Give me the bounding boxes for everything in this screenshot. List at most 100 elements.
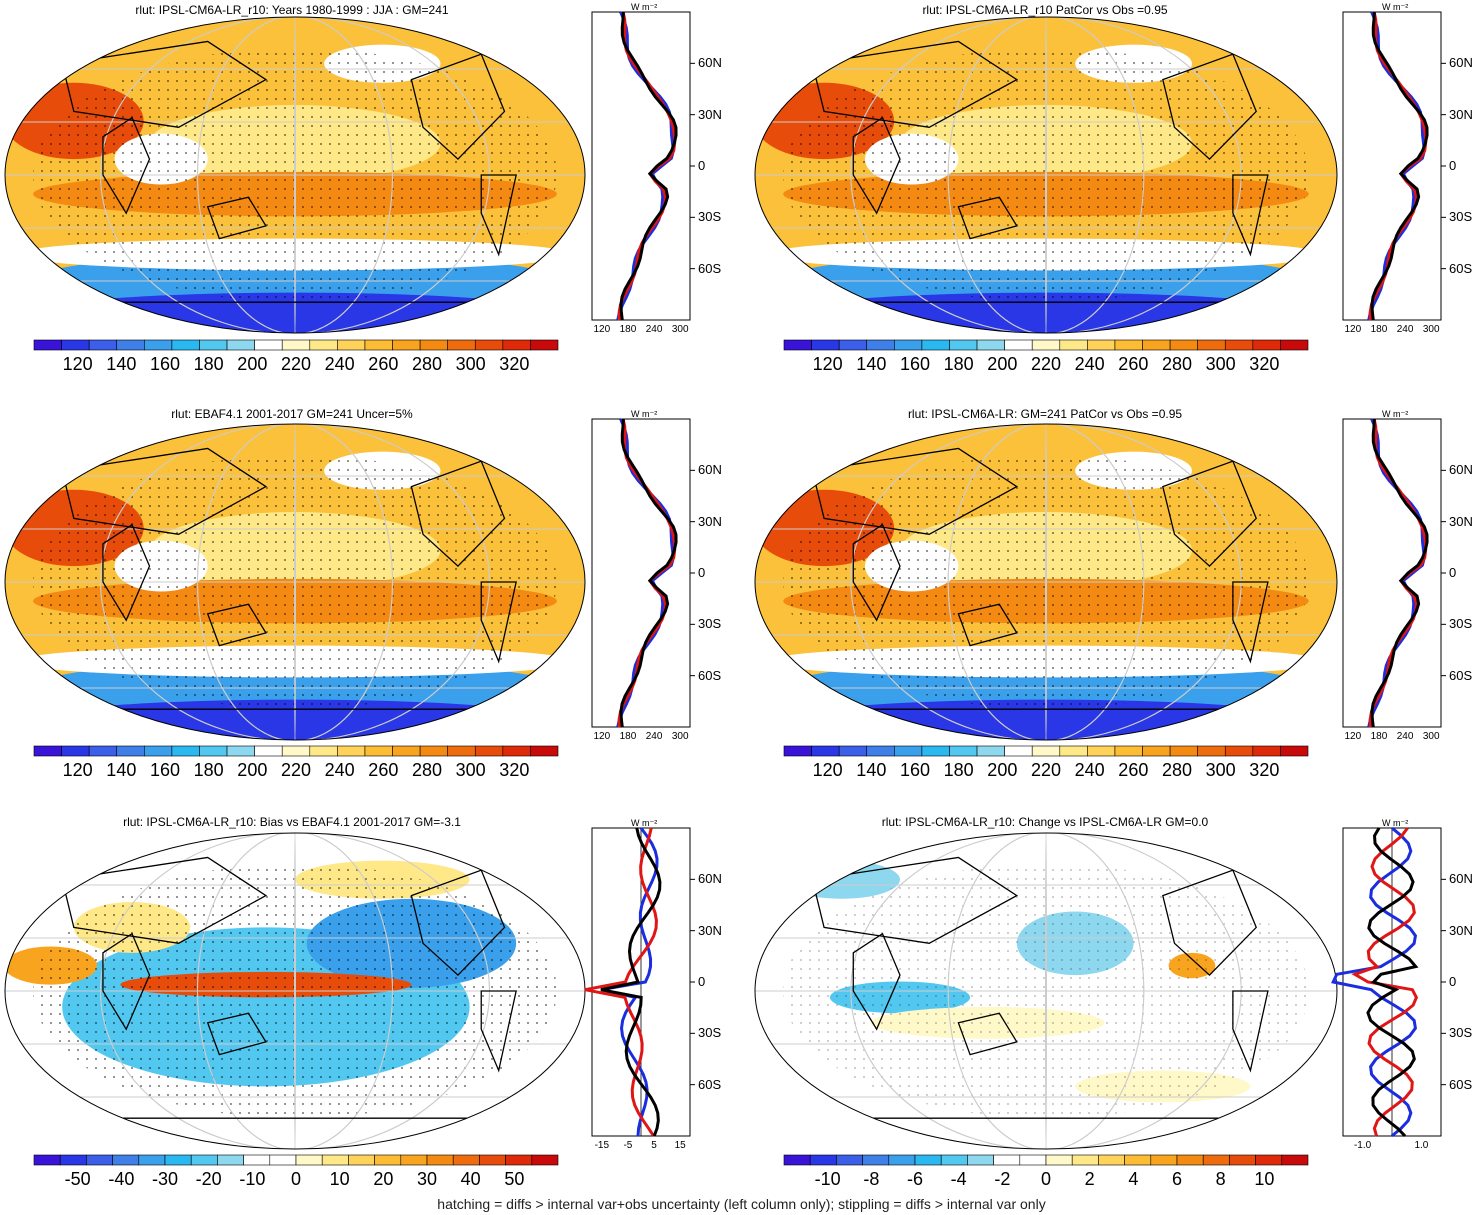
- colorbar-label: 280: [411, 760, 443, 780]
- latitude-label: 30N: [1449, 513, 1473, 529]
- colorbar-swatch: [838, 745, 868, 757]
- colorbar-label: 0: [1040, 1169, 1052, 1189]
- colorbar-swatch: [888, 1154, 916, 1166]
- colorbar-swatch: [1224, 339, 1254, 351]
- colorbar-label: 8: [1215, 1169, 1226, 1189]
- colorbar-swatch: [321, 1154, 349, 1166]
- colorbar-label: 120: [812, 354, 843, 374]
- zonal-profile: [1342, 11, 1446, 321]
- colorbar-swatch: [88, 339, 118, 351]
- profile-tick-label: 15: [674, 1140, 686, 1151]
- profile-unit: W m⁻²: [1382, 2, 1409, 12]
- colorbar-swatch: [949, 745, 978, 757]
- coastline: [480, 990, 517, 1073]
- colorbar-swatch: [976, 745, 1005, 757]
- colorbar-label: 260: [368, 760, 399, 780]
- colorbar-swatch: [811, 339, 840, 351]
- profile-line: [616, 11, 675, 321]
- world-map: [754, 832, 1338, 1150]
- colorbar-label: 300: [1205, 354, 1236, 374]
- colorbar: [33, 339, 559, 351]
- colorbar-label: 40: [460, 1169, 481, 1189]
- colorbar-swatch: [112, 1154, 140, 1166]
- colorbar-label: 160: [149, 760, 181, 780]
- colorbar-swatch: [295, 1154, 323, 1166]
- colorbar-swatch: [419, 339, 448, 351]
- panel-title: rlut: IPSL-CM6A-LR_r10: Change vs IPSL-C…: [881, 815, 1209, 829]
- colorbar-swatch: [116, 339, 145, 351]
- colorbar-swatch: [1255, 1154, 1283, 1166]
- colorbar-swatch: [61, 339, 90, 351]
- colorbar-label: 6: [1171, 1169, 1183, 1189]
- colorbar-label: 120: [812, 760, 843, 780]
- colorbar-swatch: [33, 1154, 61, 1166]
- colorbar-swatch: [447, 745, 476, 757]
- colorbar-label: 200: [237, 354, 268, 374]
- latitude-label: 60S: [1449, 667, 1473, 683]
- colorbar-swatch: [502, 745, 531, 757]
- colorbar-label: -10: [814, 1169, 841, 1189]
- colorbar-swatch: [164, 1154, 192, 1166]
- profile-line: [1366, 827, 1419, 1138]
- colorbar-swatch: [1252, 745, 1281, 757]
- colorbar-swatch: [1142, 745, 1171, 757]
- coastline: [206, 603, 267, 647]
- colorbar-swatch: [1004, 339, 1033, 351]
- colorbar-label: 180: [193, 760, 224, 780]
- profile-unit: W m⁻²: [1382, 409, 1409, 419]
- profile-tick-label: 180: [619, 324, 637, 335]
- colorbar-swatch: [1124, 1154, 1152, 1166]
- colorbar-swatch: [309, 745, 338, 757]
- profile-line: [1367, 11, 1426, 321]
- colorbar-swatch: [1197, 339, 1226, 351]
- colorbar-swatch: [144, 745, 173, 757]
- latitude-label: 60N: [698, 871, 722, 887]
- zonal-profile: [1342, 418, 1446, 728]
- colorbar-swatch: [199, 745, 228, 757]
- colorbar-label: 10: [329, 1169, 350, 1189]
- colorbar: [783, 339, 1309, 351]
- colorbar-label: 200: [237, 760, 268, 780]
- colorbar-swatch: [1031, 745, 1061, 757]
- colorbar-swatch: [811, 745, 840, 757]
- profile-tick-label: 240: [645, 324, 663, 335]
- panel-title: rlut: IPSL-CM6A-LR_r10: Bias vs EBAF4.1 …: [123, 815, 461, 829]
- colorbar: [783, 745, 1309, 757]
- latitude-label: 0: [1449, 565, 1457, 580]
- coastline: [1162, 460, 1258, 568]
- colorbar-swatch: [1229, 1154, 1256, 1166]
- latitude-label: 30S: [1449, 1025, 1473, 1041]
- colorbar-swatch: [400, 1154, 428, 1166]
- colorbar-label: 260: [368, 354, 399, 374]
- colorbar-label: -4: [950, 1169, 967, 1189]
- latitude-label: 30S: [698, 209, 722, 225]
- colorbar-swatch: [269, 1154, 297, 1166]
- colorbar-label: 4: [1128, 1169, 1139, 1189]
- colorbar-swatch: [949, 339, 978, 351]
- colorbar-swatch: [138, 1154, 166, 1166]
- colorbar-swatch: [940, 1154, 968, 1166]
- colorbar-label: 260: [1118, 760, 1149, 780]
- profile-unit: W m⁻²: [631, 409, 658, 419]
- colorbar-swatch: [474, 339, 504, 351]
- profile-line: [601, 827, 659, 1137]
- coastline: [102, 932, 151, 1031]
- colorbar-swatch: [783, 1154, 811, 1166]
- colorbar-label: 140: [106, 354, 137, 374]
- profile-line: [1351, 827, 1419, 1137]
- profile-line: [617, 11, 677, 321]
- profile-unit: W m⁻²: [631, 2, 658, 12]
- world-map: [4, 16, 586, 334]
- colorbar-swatch: [531, 1154, 559, 1166]
- colorbar-label: -20: [195, 1169, 222, 1189]
- colorbar-label: 140: [106, 760, 137, 780]
- colorbar-swatch: [505, 1154, 533, 1166]
- coastline: [852, 116, 901, 215]
- profile-line: [584, 827, 658, 1137]
- colorbar-label: 240: [324, 760, 355, 780]
- colorbar-swatch: [1019, 1154, 1047, 1166]
- latitude-label: 0: [1449, 974, 1457, 989]
- zonal-profile: [584, 827, 695, 1137]
- colorbar-swatch: [1176, 1154, 1204, 1166]
- coastline: [957, 603, 1018, 647]
